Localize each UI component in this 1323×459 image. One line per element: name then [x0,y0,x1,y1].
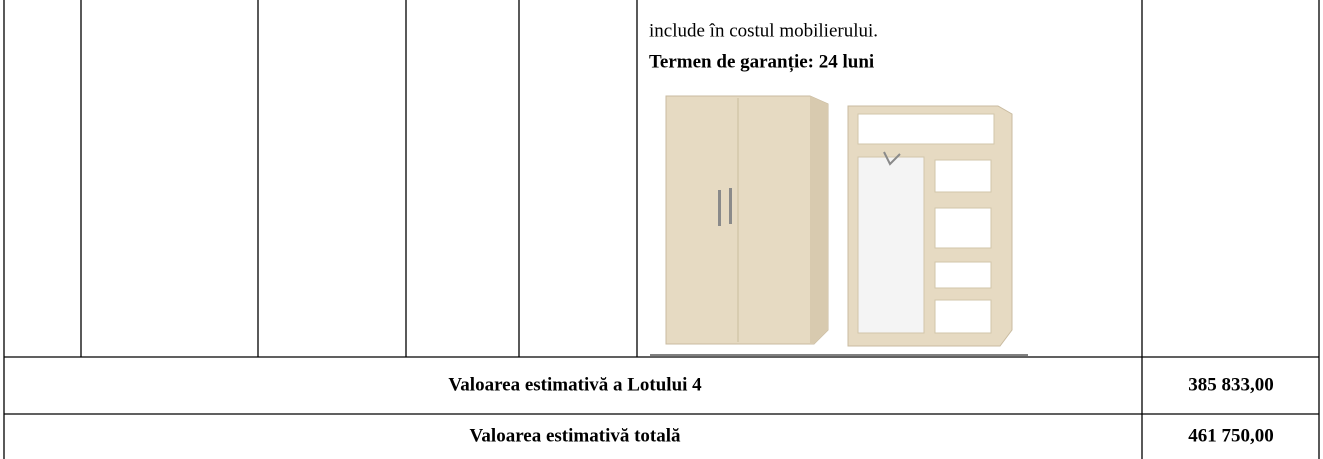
table-borders [3,0,1320,459]
lot-total-value: 385 833,00 [1188,374,1274,395]
lot-total-label: Valoarea estimativă a Lotului 4 [448,374,702,395]
warranty-text: Termen de garanție: 24 luni [649,51,874,72]
wardrobe-open-image [847,105,1013,347]
wardrobe-closed-image [665,95,829,345]
grand-total-label: Valoarea estimativă totală [469,425,681,446]
description-text: include în costul mobilierului. [649,20,878,41]
grand-total-value: 461 750,00 [1188,425,1274,446]
